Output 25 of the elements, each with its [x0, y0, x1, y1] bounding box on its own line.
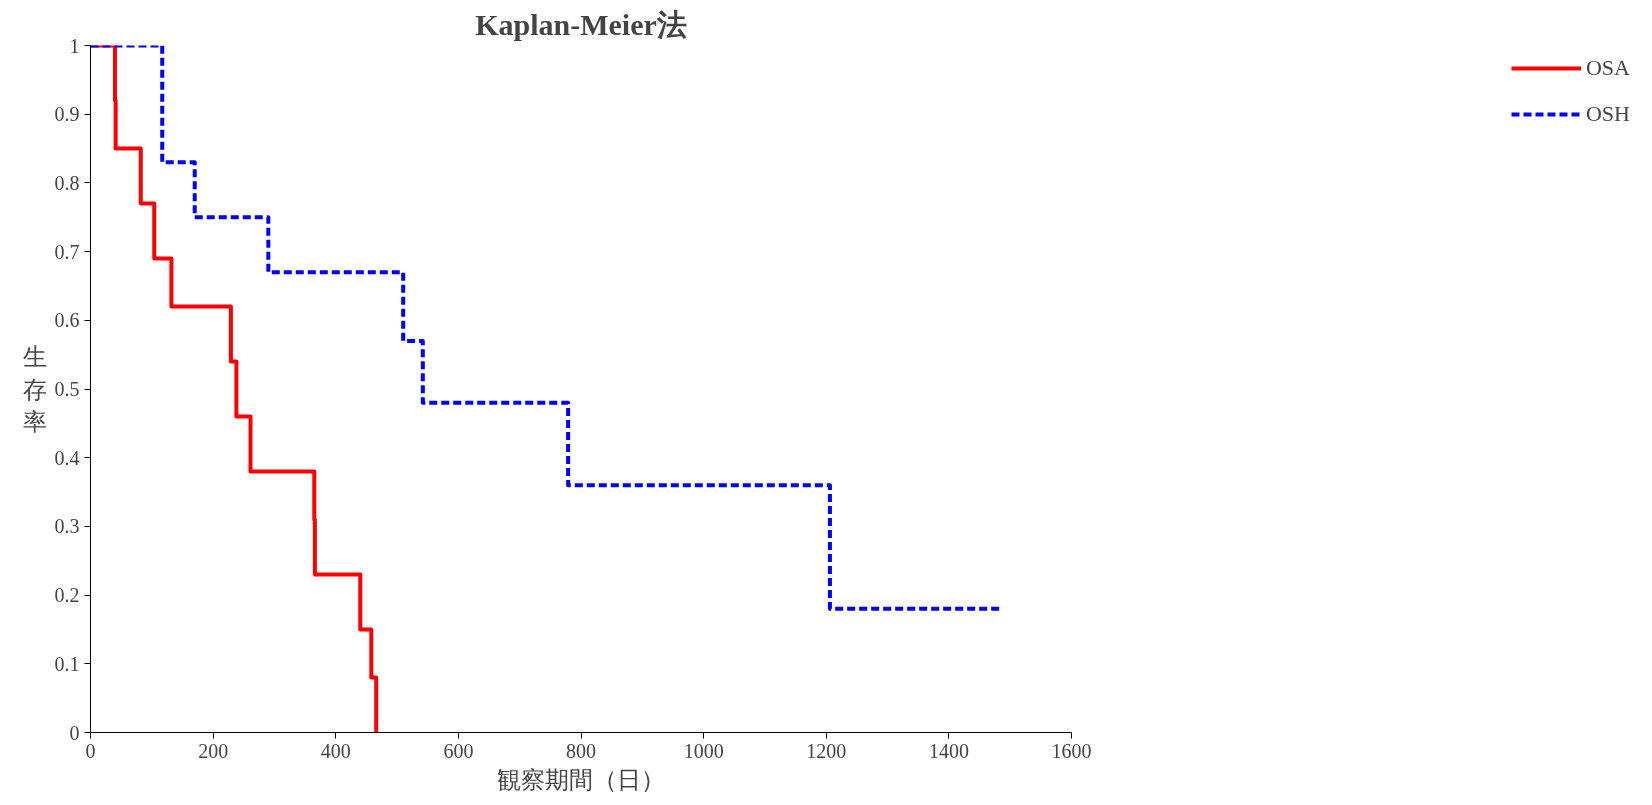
- x-tick-label: 1600: [1051, 739, 1092, 762]
- legend-label: OSA: [1585, 55, 1630, 81]
- y-tick-label: 0.1: [54, 652, 80, 675]
- y-tick-label: 0.2: [54, 584, 80, 607]
- y-tick-label: 0.3: [54, 515, 80, 538]
- legend-label: OSH: [1585, 101, 1630, 127]
- y-axis-title: 生存率: [22, 343, 47, 435]
- y-tick-label: 0.7: [54, 240, 80, 263]
- chart-title: Kaplan-Meier法: [475, 7, 687, 41]
- x-tick-label: 800: [566, 739, 596, 762]
- y-tick-label: 0.9: [54, 103, 80, 126]
- y-tick-label: 0.4: [54, 446, 80, 469]
- x-tick-label: 1400: [928, 739, 969, 762]
- y-tick-label: 0.6: [54, 309, 80, 332]
- y-tick-label: 1: [69, 34, 80, 57]
- x-tick-label: 0: [85, 739, 96, 762]
- x-tick-label: 600: [443, 739, 474, 762]
- x-tick-label: 400: [320, 739, 351, 762]
- x-tick-label: 1000: [683, 739, 724, 762]
- x-tick-label: 200: [198, 739, 229, 762]
- y-tick-label: 0.8: [54, 171, 80, 194]
- x-axis-title: 観察期間（日）: [497, 765, 665, 793]
- x-tick-label: 1200: [806, 739, 847, 762]
- y-tick-label: 0: [69, 721, 80, 744]
- y-tick-label: 0.5: [54, 378, 80, 400]
